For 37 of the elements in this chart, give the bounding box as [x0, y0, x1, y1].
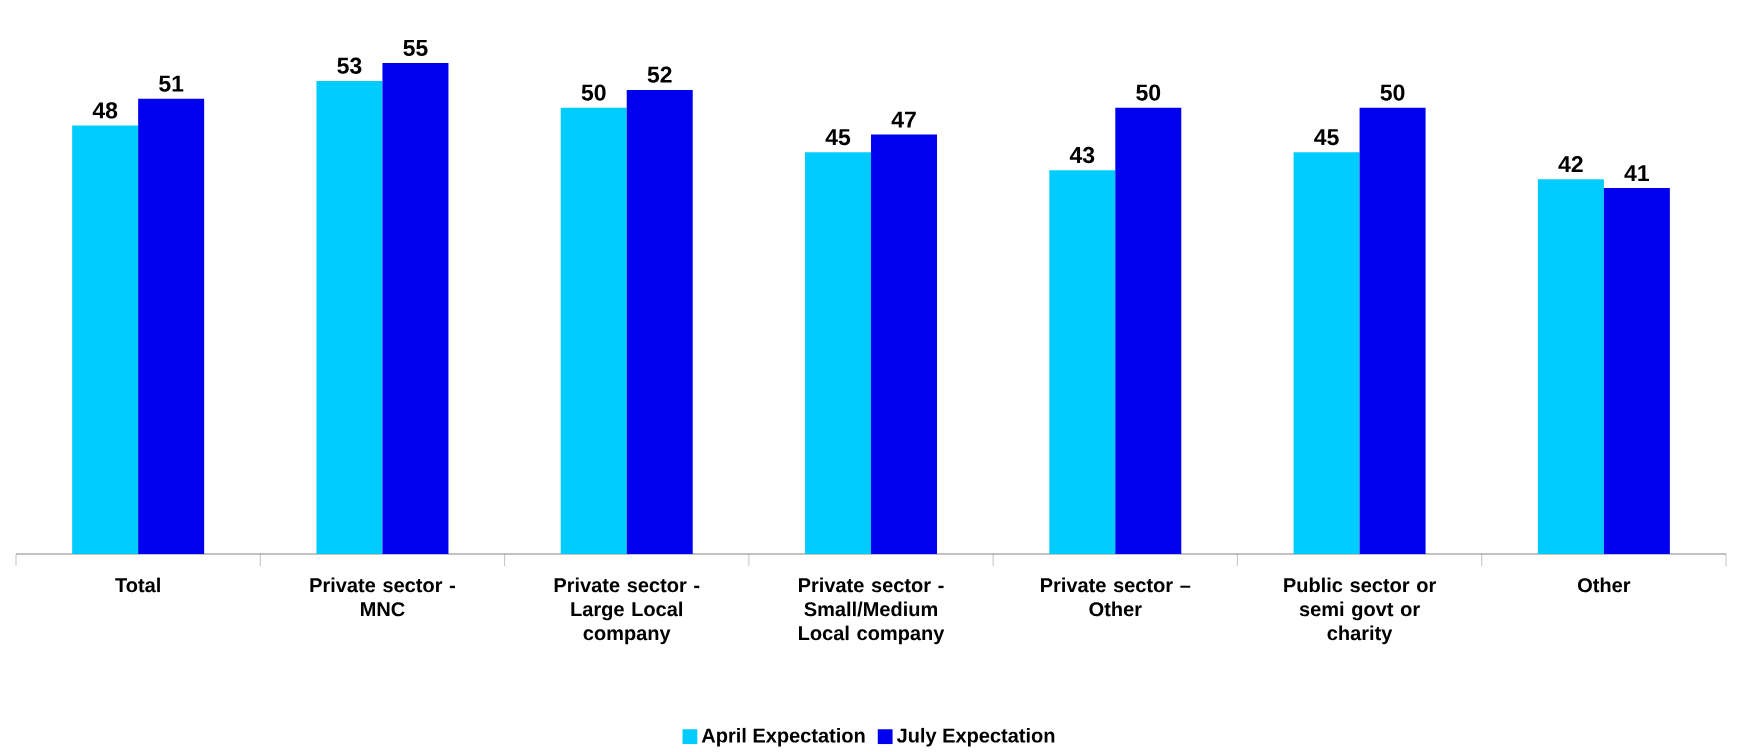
x-tick-label: Public sector or semi govt or charity: [1284, 577, 1436, 645]
data-label: 43: [1069, 146, 1095, 164]
x-tick-label: Private sector - Large Local company: [554, 577, 700, 645]
bar: [1049, 170, 1116, 554]
bar: [1537, 179, 1604, 554]
legend-label: April Expectation: [701, 727, 865, 747]
legend-label: July Expectation: [896, 727, 1055, 747]
bar: [1359, 107, 1426, 554]
x-tick-label: Private sector – Other: [1041, 577, 1191, 617]
data-label: 51: [159, 75, 184, 92]
bar: [316, 80, 383, 554]
data-label: 55: [403, 40, 428, 57]
data-label: 45: [825, 129, 851, 146]
bar: [1115, 107, 1182, 554]
bar: [138, 98, 205, 554]
bar: [626, 89, 693, 554]
data-label: 41: [1624, 165, 1649, 181]
x-tick-label: Private sector - Small/Medium Local company: [798, 577, 945, 645]
bar: [1603, 188, 1670, 554]
data-label: 45: [1314, 129, 1339, 146]
x-tick-label: Total: [115, 577, 160, 593]
bar: [560, 107, 627, 554]
data-label: 47: [891, 111, 916, 128]
data-label: 42: [1558, 156, 1583, 173]
bar: [72, 125, 139, 554]
bar: [1293, 152, 1360, 554]
x-tick-label: Other: [1578, 577, 1631, 593]
bar: [382, 63, 449, 554]
data-label: 53: [337, 57, 362, 74]
data-label: 50: [1136, 84, 1161, 101]
data-label: 50: [581, 84, 606, 101]
bar: [805, 152, 872, 554]
bar: [871, 134, 938, 554]
data-label: 52: [647, 66, 672, 83]
data-label: 48: [92, 102, 118, 119]
data-label: 50: [1380, 84, 1405, 101]
x-tick-label: Private sector - MNC: [310, 577, 455, 617]
